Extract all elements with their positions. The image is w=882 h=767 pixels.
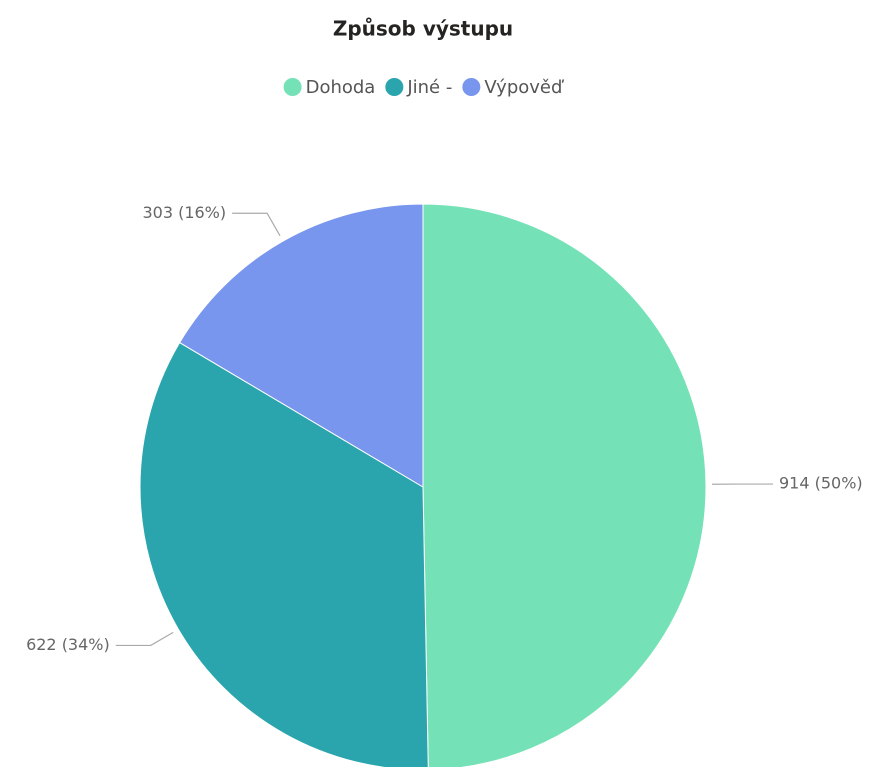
data-label: 914 (50%): [779, 474, 863, 493]
legend-marker: [462, 78, 481, 96]
data-label: 303 (16%): [142, 203, 226, 222]
pie-slice: [422, 203, 707, 767]
legend-marker: [283, 78, 302, 96]
leader-line: [232, 212, 281, 237]
pie-slice: [178, 203, 424, 488]
legend-marker: [385, 78, 404, 96]
pie-slice: [139, 341, 429, 767]
legend-label: Dohoda: [306, 77, 376, 98]
leader-line: [115, 631, 174, 647]
chart-title: Způsob výstupu: [333, 17, 513, 41]
data-label: 622 (34%): [26, 635, 110, 654]
legend-label: Jiné -: [406, 77, 452, 98]
legend-label: Výpověď: [484, 77, 565, 98]
